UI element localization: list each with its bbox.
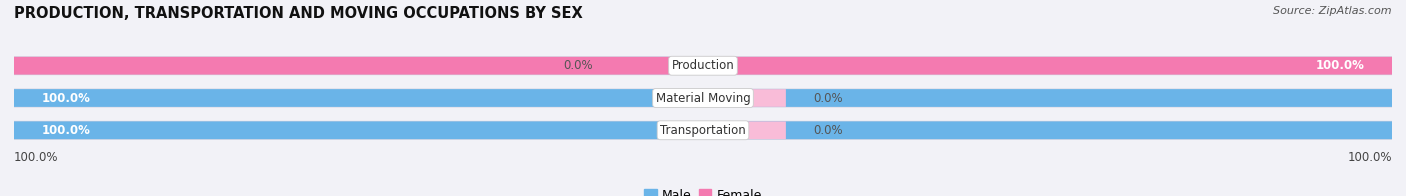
Text: 100.0%: 100.0%	[1347, 151, 1392, 164]
Text: 100.0%: 100.0%	[42, 92, 90, 104]
Text: Source: ZipAtlas.com: Source: ZipAtlas.com	[1274, 6, 1392, 16]
Legend: Male, Female: Male, Female	[640, 184, 766, 196]
Text: 100.0%: 100.0%	[14, 151, 59, 164]
Text: 0.0%: 0.0%	[564, 59, 593, 72]
FancyBboxPatch shape	[14, 121, 1392, 139]
Text: PRODUCTION, TRANSPORTATION AND MOVING OCCUPATIONS BY SEX: PRODUCTION, TRANSPORTATION AND MOVING OC…	[14, 6, 583, 21]
FancyBboxPatch shape	[14, 57, 1392, 75]
Text: 100.0%: 100.0%	[42, 124, 90, 137]
FancyBboxPatch shape	[14, 89, 1392, 107]
FancyBboxPatch shape	[14, 121, 1392, 139]
Text: Transportation: Transportation	[661, 124, 745, 137]
Text: Production: Production	[672, 59, 734, 72]
FancyBboxPatch shape	[14, 57, 1392, 75]
Text: 0.0%: 0.0%	[813, 92, 842, 104]
FancyBboxPatch shape	[703, 121, 786, 139]
Text: 100.0%: 100.0%	[1316, 59, 1364, 72]
FancyBboxPatch shape	[620, 57, 703, 75]
FancyBboxPatch shape	[14, 89, 1392, 107]
FancyBboxPatch shape	[703, 89, 786, 107]
Text: Material Moving: Material Moving	[655, 92, 751, 104]
Text: 0.0%: 0.0%	[813, 124, 842, 137]
